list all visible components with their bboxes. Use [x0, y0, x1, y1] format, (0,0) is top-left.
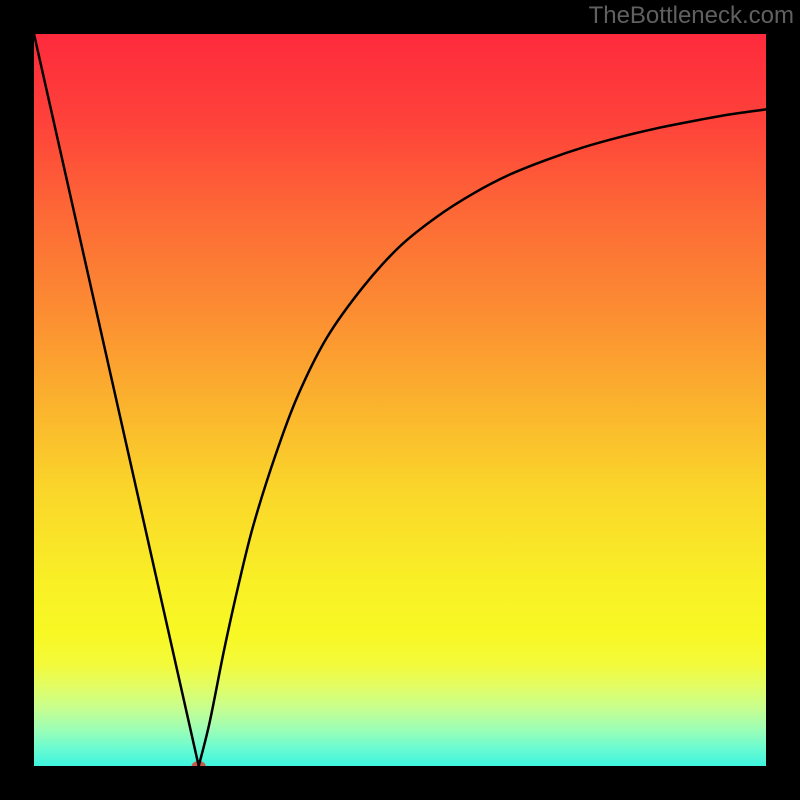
bottleneck-curve-path — [34, 34, 766, 766]
watermark-text: TheBottleneck.com — [589, 2, 794, 30]
bottleneck-curve-svg — [34, 34, 766, 766]
plot-area — [34, 34, 766, 766]
chart-container: TheBottleneck.com — [0, 0, 800, 800]
